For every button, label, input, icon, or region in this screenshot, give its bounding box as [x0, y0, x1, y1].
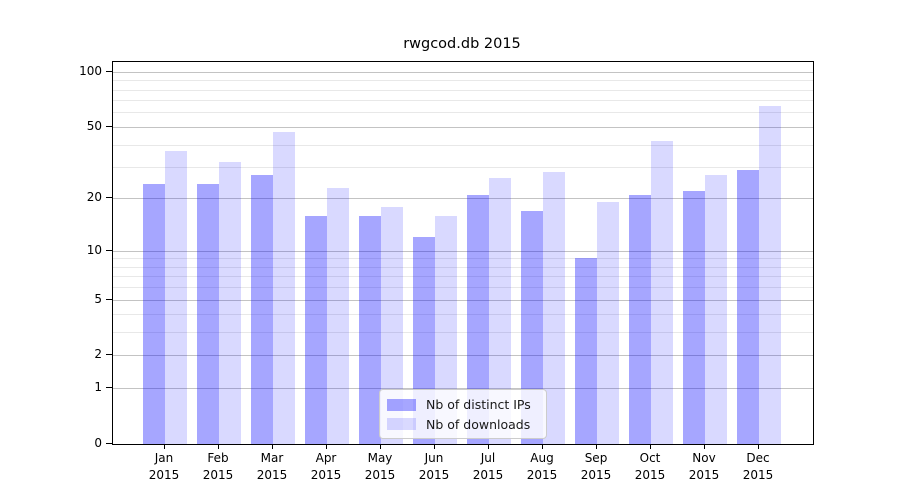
x-axis-tick-label: Oct 2015 [634, 451, 666, 482]
minor-gridline [113, 144, 813, 146]
bar-jul-downloads [489, 178, 511, 444]
bar-feb-distinct-ips [197, 184, 219, 444]
bar-jun-downloads [435, 215, 457, 444]
y-axis-tick-label: 20 [86, 190, 102, 205]
y-axis-tick-label: 5 [94, 291, 102, 306]
x-axis-tick [326, 444, 327, 449]
legend-label-downloads: Nb of downloads [426, 416, 531, 432]
y-axis-tick [106, 70, 112, 72]
legend: Nb of distinct IPs Nb of downloads [379, 389, 547, 439]
x-axis-tick-label: Feb 2015 [202, 451, 234, 482]
x-axis-tick-label: Apr 2015 [310, 451, 342, 482]
y-axis-tick [106, 354, 112, 356]
bar-dec-distinct-ips [737, 169, 759, 444]
bar-nov-downloads [705, 175, 727, 444]
x-axis-tick [272, 444, 273, 449]
legend-item-distinct-ips: Nb of distinct IPs [387, 395, 537, 415]
legend-label-distinct-ips: Nb of distinct IPs [426, 397, 531, 413]
y-axis-tick-label: 50 [86, 118, 102, 133]
y-axis-tick-label: 0 [94, 436, 102, 450]
x-axis-tick [542, 444, 543, 449]
y-axis-tick [106, 125, 112, 127]
bar-oct-downloads [651, 140, 673, 444]
x-axis-tick [218, 444, 219, 449]
minor-gridline [113, 276, 813, 278]
legend-item-downloads: Nb of downloads [387, 415, 537, 435]
y-axis-tick-label: 2 [94, 347, 102, 362]
x-axis-tick [380, 444, 381, 449]
minor-gridline [113, 167, 813, 168]
bar-mar-distinct-ips [251, 175, 273, 444]
bar-oct-distinct-ips [629, 194, 651, 444]
minor-gridline [113, 112, 813, 114]
y-axis-tick [106, 387, 112, 389]
minor-gridline [113, 258, 813, 260]
minor-gridline [113, 266, 813, 268]
x-axis-tick [704, 444, 705, 449]
bar-aug-downloads [543, 172, 565, 444]
x-axis-tick-label: May 2015 [364, 451, 396, 482]
x-axis-tick-label: Jun 2015 [418, 451, 450, 482]
y-axis-tick [106, 298, 112, 300]
legend-swatch-downloads [387, 418, 416, 431]
x-axis-tick-label: Dec 2015 [742, 451, 774, 482]
x-axis-tick [758, 444, 759, 449]
bar-sep-distinct-ips [575, 258, 597, 444]
x-axis-tick-label: Jan 2015 [148, 451, 180, 482]
bar-aug-distinct-ips [521, 210, 543, 444]
x-axis-tick-label: Mar 2015 [256, 451, 288, 482]
minor-gridline [113, 100, 813, 102]
minor-gridline [113, 314, 813, 316]
x-axis-tick [434, 444, 435, 449]
x-axis-tick [596, 444, 597, 449]
major-gridline [113, 299, 813, 301]
y-axis-tick-label: 10 [86, 242, 102, 257]
chart-title: rwgcod.db 2015 [403, 36, 521, 52]
minor-gridline [113, 332, 813, 334]
bar-may-distinct-ips [359, 215, 381, 444]
x-axis-tick-label: Sep 2015 [580, 451, 612, 482]
bar-apr-downloads [327, 187, 349, 444]
major-gridline [113, 198, 813, 200]
bar-dec-downloads [759, 106, 781, 444]
bar-mar-downloads [273, 131, 295, 444]
major-gridline [113, 355, 813, 357]
x-axis-tick [488, 444, 489, 449]
x-axis-tick [164, 444, 165, 449]
y-axis-tick-label: 1 [94, 380, 102, 395]
major-gridline [113, 71, 813, 73]
y-axis-tick-label: 100 [79, 63, 102, 78]
x-axis-tick-label: Jul 2015 [472, 451, 504, 482]
bar-nov-distinct-ips [683, 191, 705, 444]
major-gridline [113, 126, 813, 128]
y-axis-tick [106, 443, 112, 444]
bar-may-downloads [381, 206, 403, 444]
minor-gridline [113, 89, 813, 91]
minor-gridline [113, 80, 813, 82]
bar-jan-downloads [165, 150, 187, 444]
x-axis-tick [650, 444, 651, 449]
minor-gridline [113, 287, 813, 289]
bar-sep-downloads [597, 202, 619, 444]
major-gridline [113, 250, 813, 252]
bar-feb-downloads [219, 162, 241, 444]
bar-jan-distinct-ips [143, 184, 165, 444]
x-axis-tick-label: Nov 2015 [688, 451, 720, 482]
x-axis-tick-label: Aug 2015 [526, 451, 558, 482]
bar-apr-distinct-ips [305, 215, 327, 444]
legend-swatch-distinct-ips [387, 398, 416, 411]
bar-jul-distinct-ips [467, 194, 489, 444]
y-axis-tick [106, 249, 112, 251]
major-gridline [113, 388, 813, 390]
plot-area [112, 61, 814, 445]
y-axis-tick [106, 197, 112, 199]
